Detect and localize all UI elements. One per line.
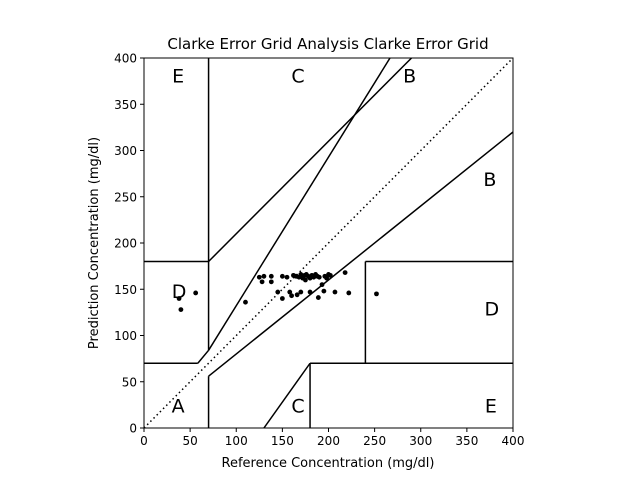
data-point: [332, 289, 338, 295]
x-tick-label: 0: [140, 434, 148, 448]
x-tick-label: 200: [317, 434, 340, 448]
data-point: [261, 273, 267, 279]
zone-label: A: [172, 396, 185, 418]
data-point: [298, 272, 304, 277]
plot-area: A B B C C D D E E: [144, 58, 513, 428]
y-tick-label: 300: [114, 144, 137, 158]
data-point: [307, 289, 313, 295]
data-point: [327, 272, 333, 278]
identity-line: [144, 58, 513, 428]
x-tick-label: 350: [455, 434, 478, 448]
data-point: [287, 289, 293, 295]
zone-label: B: [483, 169, 496, 191]
data-point: [268, 273, 274, 279]
y-tick-label: 0: [129, 422, 137, 436]
zone-label: B: [403, 66, 416, 88]
data-point: [374, 291, 379, 297]
y-tick-label: 200: [114, 237, 137, 251]
zone-boundary-line: [208, 131, 513, 377]
axes: 0 50 100 150 200 250 300 350 400 0 50 100 150 200 250 3…: [114, 52, 524, 449]
zone-boundary-line: [207, 58, 391, 351]
data-point: [324, 275, 330, 281]
data-point: [193, 290, 199, 296]
zone-boundary-line: [208, 58, 413, 263]
zone-label: E: [172, 66, 184, 88]
data-point: [268, 279, 274, 285]
data-point: [289, 293, 294, 299]
x-tick-label: 150: [271, 434, 294, 448]
x-tick-label: 100: [225, 434, 248, 448]
y-tick-label: 50: [122, 375, 137, 389]
data-point: [294, 292, 300, 298]
y-tick-label: 100: [114, 329, 137, 343]
y-tick-label: 400: [114, 52, 137, 66]
y-tick-label: 250: [114, 190, 137, 204]
x-tick-label: 400: [502, 434, 525, 448]
data-point: [346, 290, 352, 296]
data-point: [259, 279, 265, 285]
data-point: [315, 295, 321, 300]
data-point: [321, 288, 327, 294]
y-axis-label: Prediction Concentration (mg/dl): [87, 137, 102, 349]
data-point: [243, 299, 248, 305]
data-point: [319, 282, 325, 288]
plot-inner: A B B C C D D E E: [144, 58, 513, 428]
data-point: [279, 273, 285, 279]
data-point: [342, 270, 348, 275]
zone-label: D: [172, 281, 187, 303]
zone-label: D: [484, 299, 499, 321]
data-point: [284, 274, 290, 280]
x-tick-label: 250: [363, 434, 386, 448]
data-point: [256, 274, 262, 280]
x-axis-label: Reference Concentration (mg/dl): [222, 456, 435, 471]
x-tick-label: 50: [182, 434, 197, 448]
data-point: [303, 277, 308, 283]
zone-label: E: [485, 396, 497, 418]
data-point: [279, 296, 285, 301]
x-tick-label: 300: [409, 434, 432, 448]
data-point: [275, 289, 281, 295]
data-point: [298, 289, 304, 295]
data-point: [316, 274, 322, 280]
data-point: [176, 296, 182, 301]
y-tick-label: 150: [114, 283, 137, 297]
zone-boundary-line: [197, 349, 210, 364]
y-tick-label: 350: [114, 98, 137, 112]
zone-label: C: [291, 396, 304, 418]
chart-title: Clarke Error Grid Analysis Clarke Error …: [167, 35, 488, 53]
zone-label: C: [291, 66, 304, 88]
data-point: [178, 307, 184, 312]
zone-boundary-line: [263, 362, 311, 428]
